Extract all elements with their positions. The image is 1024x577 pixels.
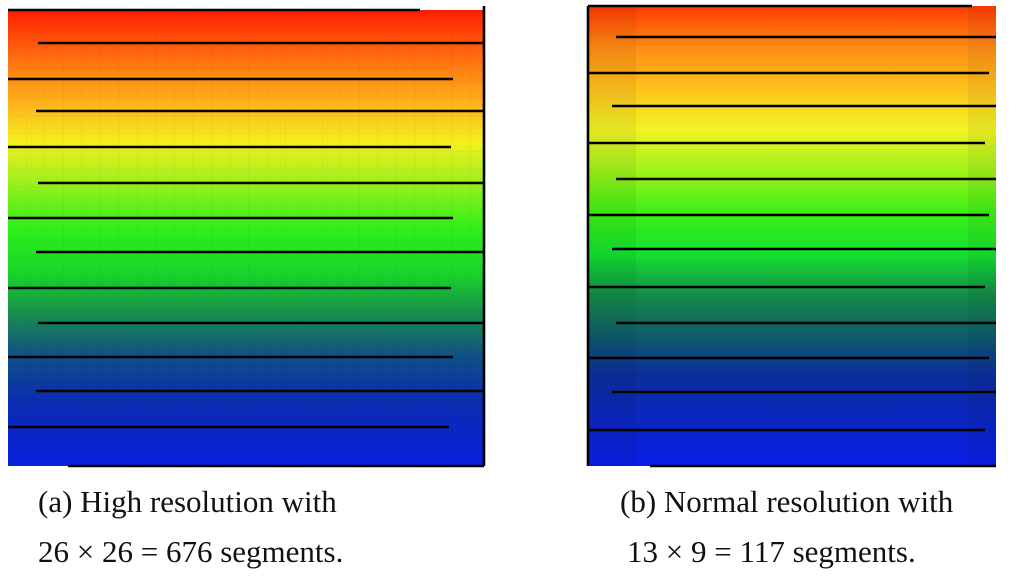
panel-a-diagram [8,6,486,468]
caption-b-line1: (b) Normal resolution with [620,484,954,519]
panel-b-cell-bands [588,6,996,466]
panel-b-diagram [586,4,996,468]
panel-b-scan-path [586,4,996,468]
panel-a [0,0,500,480]
caption-b-line2: 13 × 9 = 117 segments. [627,534,916,569]
caption-a-line2: 26 × 26 = 676 segments. [38,534,344,569]
panel-a-scan-path [8,6,486,468]
panel-b [580,0,1020,480]
panel-b-field [588,6,996,466]
caption-a-line1: (a) High resolution with [38,484,337,519]
